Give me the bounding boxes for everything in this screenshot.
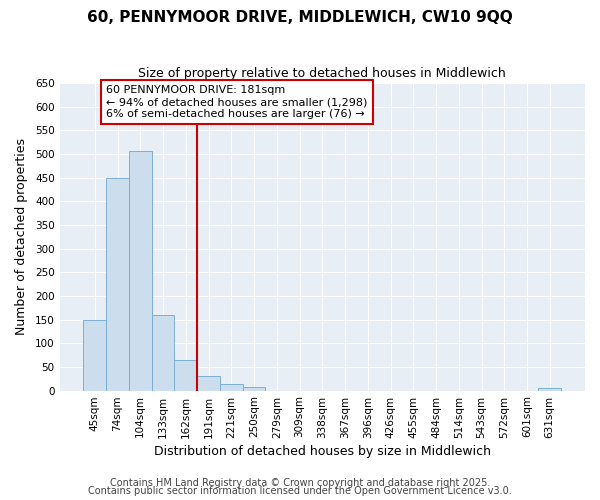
Text: 60 PENNYMOOR DRIVE: 181sqm
← 94% of detached houses are smaller (1,298)
6% of se: 60 PENNYMOOR DRIVE: 181sqm ← 94% of deta… [106,86,368,118]
Title: Size of property relative to detached houses in Middlewich: Size of property relative to detached ho… [139,68,506,80]
Text: 60, PENNYMOOR DRIVE, MIDDLEWICH, CW10 9QQ: 60, PENNYMOOR DRIVE, MIDDLEWICH, CW10 9Q… [87,10,513,25]
Y-axis label: Number of detached properties: Number of detached properties [15,138,28,336]
Bar [83,320,106,390]
Bar [197,376,220,390]
Bar [242,388,265,390]
X-axis label: Distribution of detached houses by size in Middlewich: Distribution of detached houses by size … [154,444,491,458]
Bar [220,384,242,390]
Text: Contains public sector information licensed under the Open Government Licence v3: Contains public sector information licen… [88,486,512,496]
Bar [129,150,152,390]
Bar [106,178,129,390]
Text: Contains HM Land Registry data © Crown copyright and database right 2025.: Contains HM Land Registry data © Crown c… [110,478,490,488]
Bar [152,315,175,390]
Bar [175,360,197,390]
Bar [538,388,561,390]
